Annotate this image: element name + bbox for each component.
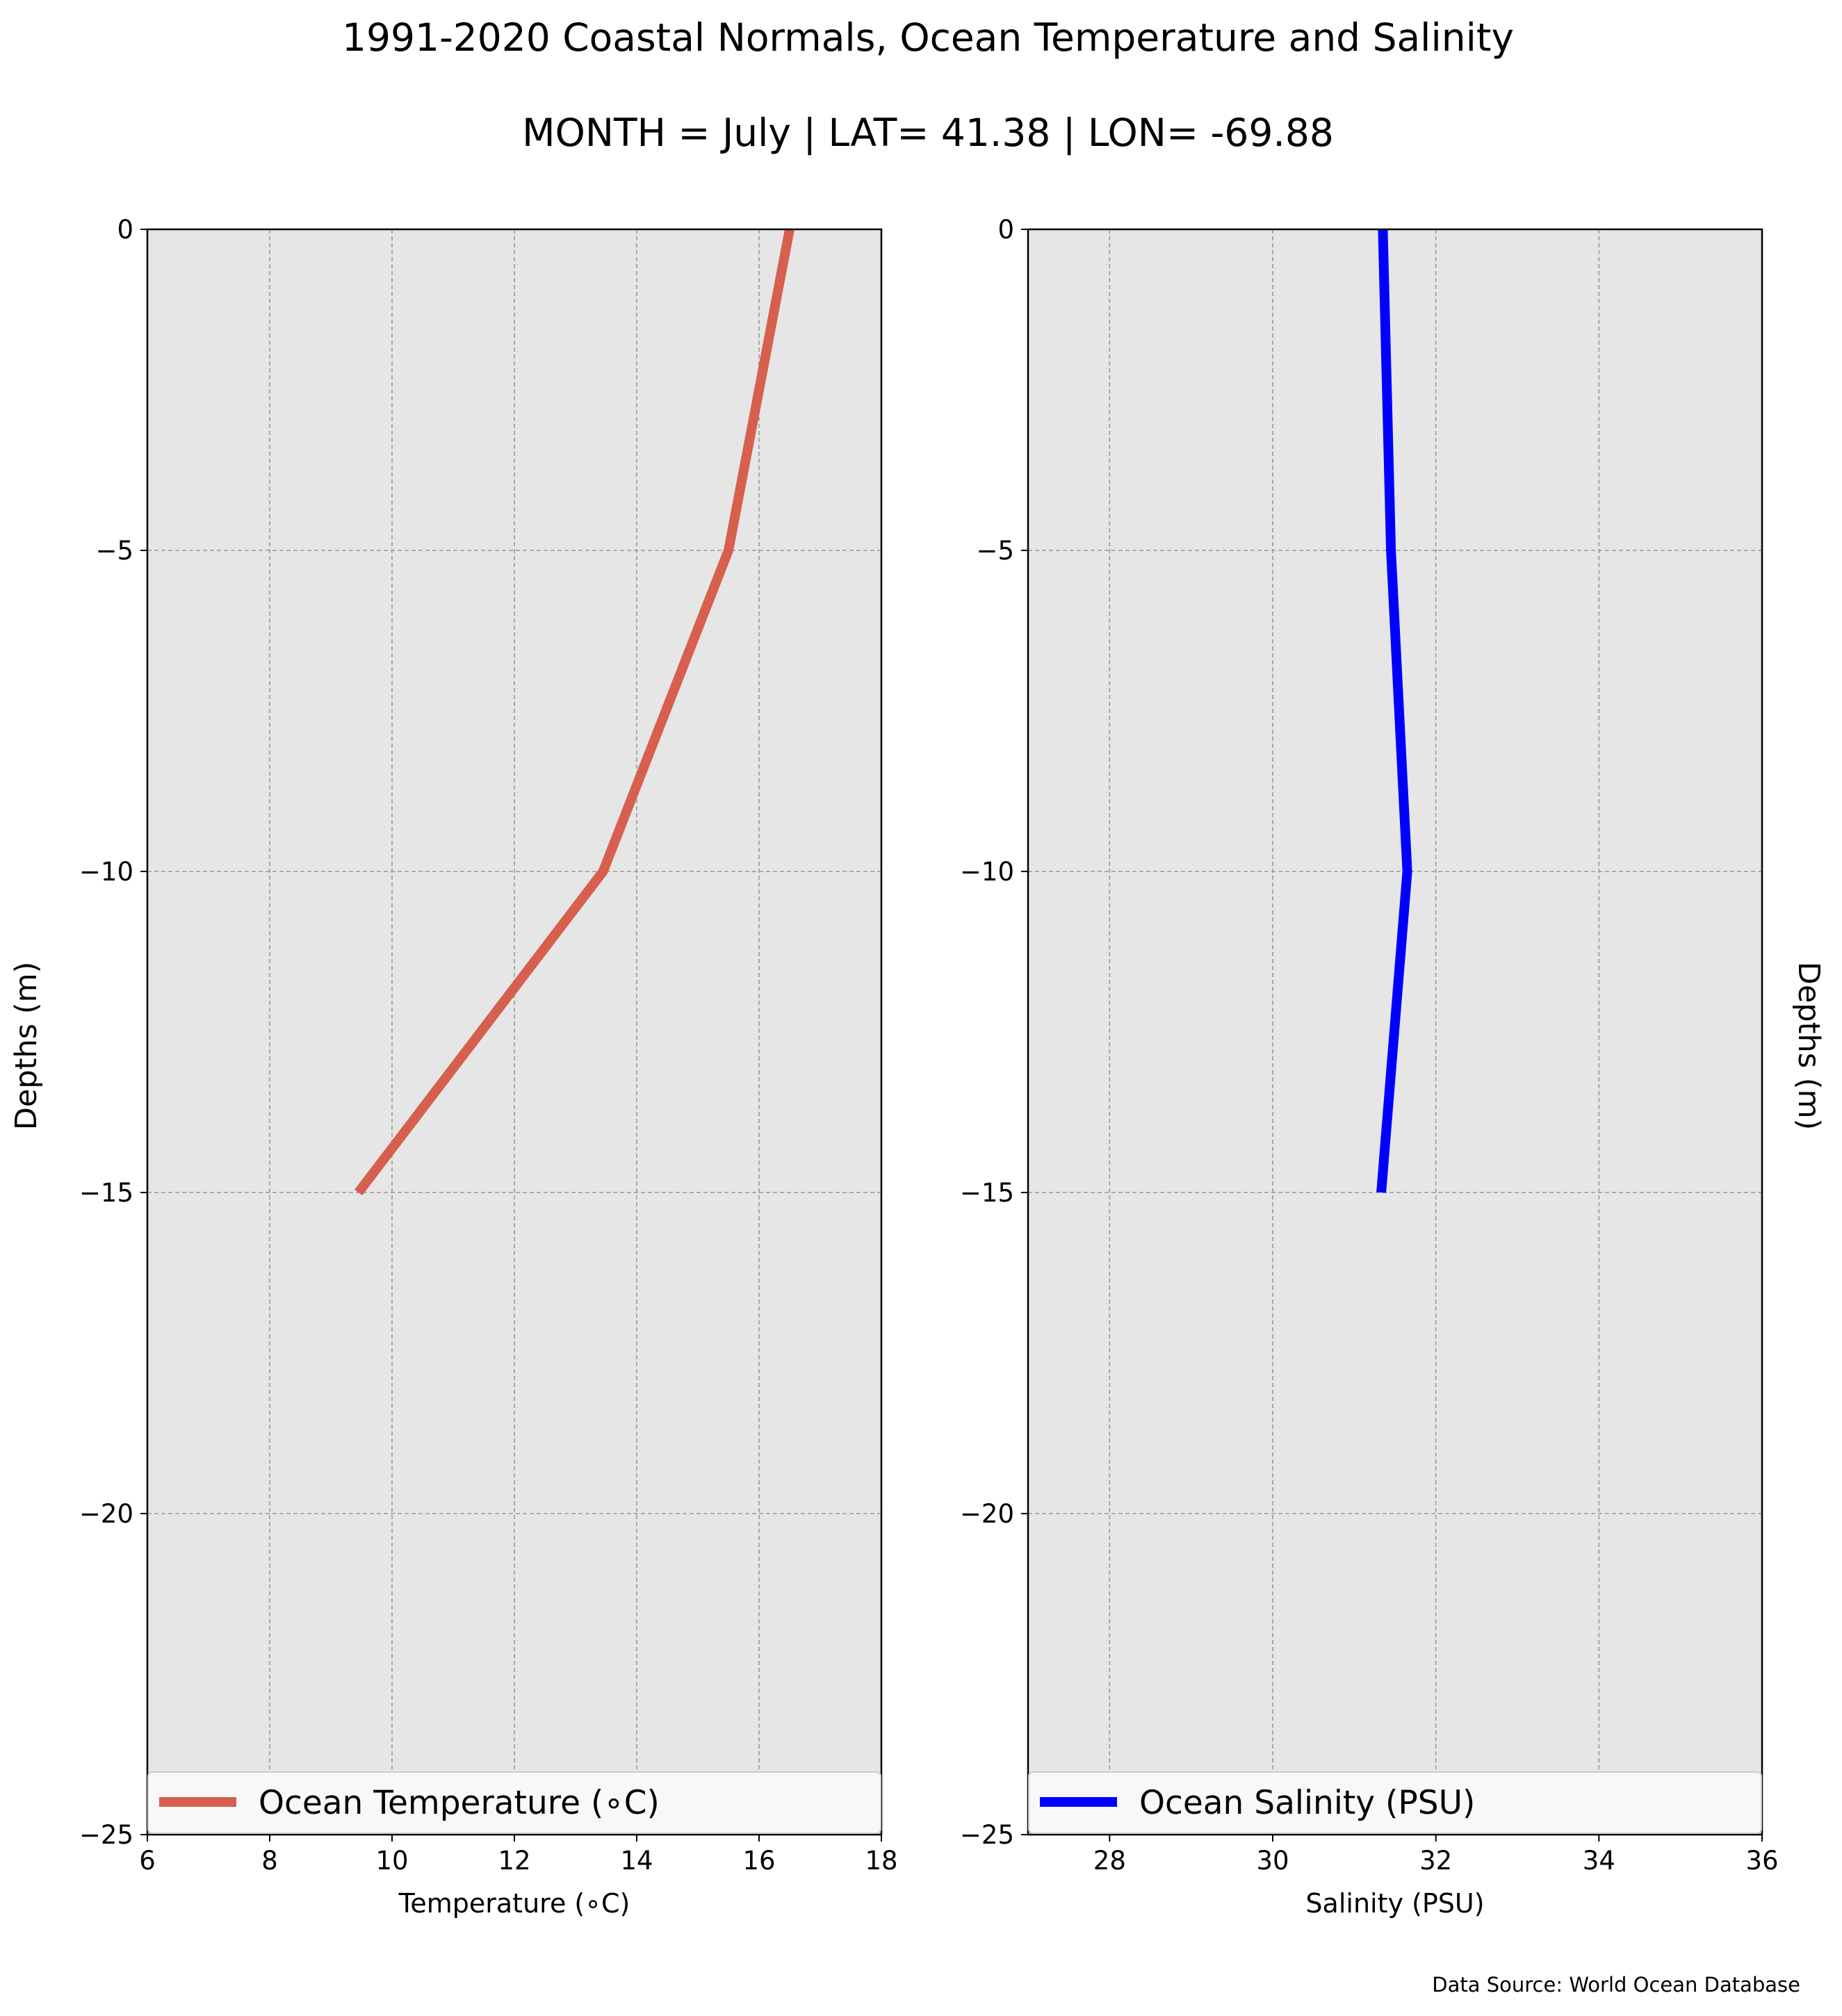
x-tick-label: 8	[261, 1846, 278, 1876]
x-axis-label: Temperature (∘C)	[398, 1888, 630, 1919]
y-tick-label: −10	[79, 857, 133, 887]
y-tick-label: −10	[960, 857, 1014, 887]
x-tick-label: 12	[498, 1846, 530, 1876]
x-tick-label: 6	[139, 1846, 156, 1876]
x-tick-label: 18	[865, 1846, 897, 1876]
x-tick-label: 36	[1745, 1846, 1778, 1876]
series-line	[354, 228, 794, 1196]
salinity-panel: 28 30 32 34 36 0 −5 −10 −15 −20 −25 Ocean Salinity …	[960, 215, 1826, 1919]
x-tick-label: 30	[1256, 1846, 1289, 1876]
x-tick-label: 28	[1093, 1846, 1126, 1876]
legend-label: Ocean Salinity (PSU)	[1139, 1784, 1475, 1822]
data-source-note: Data Source: World Ocean Database	[1432, 1973, 1800, 1997]
x-axis-label: Salinity (PSU)	[1305, 1888, 1484, 1919]
y-tick-label: −20	[79, 1499, 133, 1529]
y-tick-label: −20	[960, 1499, 1014, 1529]
y-axis-label: Depths (m)	[9, 962, 44, 1130]
x-tick-label: 34	[1583, 1846, 1615, 1876]
x-tick-label: 10	[375, 1846, 408, 1876]
x-tick-label: 14	[620, 1846, 653, 1876]
temperature-panel: 6 8 10 12 14 16 18 0 −5 −10 −15 −20 −25 Ocean Tempera…	[9, 215, 898, 1919]
x-tick-label: 32	[1419, 1846, 1452, 1876]
y-axis-label: Depths (m)	[1791, 962, 1826, 1130]
y-tick-label: −25	[960, 1820, 1014, 1850]
axes-frame	[1027, 228, 1763, 1836]
y-tick-label: −25	[79, 1820, 133, 1850]
series-line	[1376, 229, 1412, 1193]
y-tick-label: 0	[117, 215, 133, 245]
x-tick-label: 16	[742, 1846, 775, 1876]
legend-box	[147, 1771, 881, 1834]
y-tick-label: −15	[960, 1178, 1014, 1208]
axes-frame	[146, 228, 883, 1836]
legend-box	[1028, 1771, 1762, 1834]
y-tick-label: 0	[997, 215, 1014, 245]
y-tick-label: −5	[95, 536, 133, 566]
y-tick-label: −15	[79, 1178, 133, 1208]
legend-label: Ocean Temperature (∘C)	[259, 1784, 660, 1822]
chart-title: 1991-2020 Coastal Normals, Ocean Tempera…	[342, 15, 1514, 60]
y-tick-label: −5	[976, 536, 1014, 566]
chart-subtitle: MONTH = July | LAT= 41.38 | LON= -69.88	[522, 110, 1334, 156]
